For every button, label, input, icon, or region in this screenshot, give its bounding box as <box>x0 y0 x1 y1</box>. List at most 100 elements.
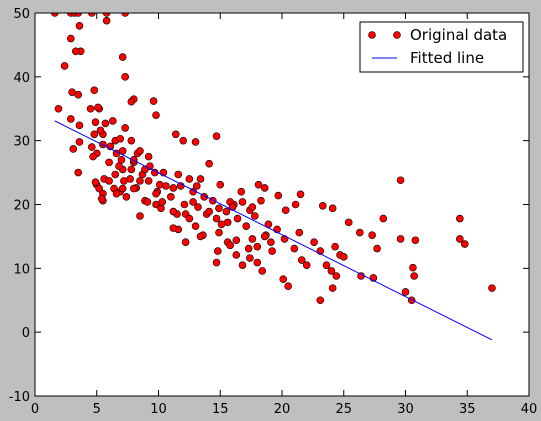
y-tick-label: 10 <box>13 262 30 277</box>
data-point <box>189 198 197 206</box>
data-point <box>410 272 418 280</box>
data-point <box>88 13 96 17</box>
data-point <box>74 90 83 99</box>
data-point <box>95 184 104 193</box>
y-tick-label: 50 <box>13 7 30 22</box>
data-point <box>244 244 253 253</box>
y-tick-label: 40 <box>13 71 30 86</box>
data-point <box>260 184 269 192</box>
data-point <box>121 124 129 132</box>
data-point <box>157 204 165 213</box>
y-tick-label: 0 <box>22 326 30 341</box>
data-point <box>222 207 231 216</box>
x-tick-label: 25 <box>335 402 352 417</box>
data-point <box>281 206 290 215</box>
data-point <box>456 214 464 223</box>
data-point <box>318 201 327 210</box>
data-point <box>328 204 337 213</box>
data-point <box>242 222 250 231</box>
plot-layer <box>50 13 496 341</box>
data-point <box>179 136 187 145</box>
data-point <box>332 272 341 280</box>
data-point <box>152 111 160 119</box>
data-point <box>67 34 75 43</box>
legend-marker <box>393 31 401 39</box>
data-point <box>162 182 170 190</box>
y-tick-label: 20 <box>13 199 30 214</box>
data-point <box>205 159 213 168</box>
data-point <box>127 136 136 145</box>
x-tick-label: 10 <box>150 402 167 417</box>
data-point <box>117 156 126 164</box>
data-point <box>143 198 152 206</box>
data-point <box>191 138 200 146</box>
data-point <box>209 196 217 205</box>
data-point <box>302 261 311 269</box>
data-point <box>407 296 416 305</box>
data-point <box>89 152 97 161</box>
data-point <box>185 214 194 223</box>
data-point <box>144 177 153 185</box>
legend: Original data Fitted line <box>359 21 524 73</box>
data-point <box>411 236 420 245</box>
data-point <box>169 224 178 232</box>
data-point <box>121 73 129 81</box>
x-tick-label: 15 <box>212 402 229 417</box>
data-point <box>167 193 175 201</box>
legend-label: Fitted line <box>410 49 484 67</box>
data-point <box>226 241 234 250</box>
data-point <box>248 235 257 243</box>
data-point <box>409 263 417 272</box>
data-point <box>130 156 138 164</box>
data-point <box>205 207 213 216</box>
data-point <box>237 187 246 196</box>
data-point <box>232 236 241 245</box>
data-point <box>196 232 205 241</box>
y-tick-label: 30 <box>13 135 30 150</box>
data-point <box>248 203 257 211</box>
data-point <box>101 119 110 128</box>
data-point <box>296 190 305 199</box>
data-point <box>233 214 242 223</box>
data-point <box>238 198 247 206</box>
data-point <box>267 238 275 246</box>
data-point <box>94 103 102 112</box>
data-point <box>212 258 221 267</box>
data-point <box>254 180 263 189</box>
data-point <box>130 184 138 193</box>
fitted-line <box>54 120 493 341</box>
data-point <box>71 47 80 56</box>
data-point <box>279 275 288 283</box>
data-point <box>310 238 318 246</box>
data-point <box>102 16 111 25</box>
data-point <box>136 147 144 155</box>
data-point <box>155 180 164 189</box>
data-point <box>127 165 136 174</box>
data-point <box>196 175 205 183</box>
data-point <box>297 256 306 264</box>
data-point <box>268 247 276 255</box>
data-point <box>246 254 254 262</box>
data-point <box>171 130 180 139</box>
data-point <box>75 121 84 130</box>
data-point <box>74 168 83 177</box>
data-point <box>169 184 178 192</box>
x-tick-label: 35 <box>459 402 476 417</box>
data-point <box>356 228 364 237</box>
data-point <box>344 218 353 227</box>
data-point <box>105 177 113 185</box>
data-point <box>75 21 84 30</box>
data-point <box>216 180 225 189</box>
data-point <box>109 117 117 125</box>
data-point <box>232 251 241 259</box>
data-point <box>253 258 262 267</box>
data-point <box>238 261 247 269</box>
data-point <box>368 231 376 239</box>
data-point <box>396 176 405 185</box>
data-point <box>217 220 226 229</box>
data-point <box>212 132 221 140</box>
data-point <box>181 238 190 246</box>
data-point <box>169 207 178 216</box>
data-point <box>194 203 202 211</box>
